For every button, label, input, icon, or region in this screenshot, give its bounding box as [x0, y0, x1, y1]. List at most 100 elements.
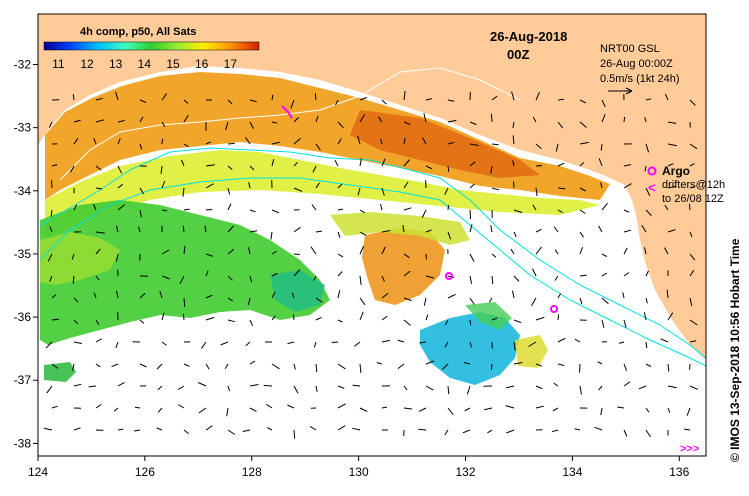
- current-vector: [227, 248, 235, 255]
- current-vector: [227, 429, 236, 435]
- bathymetry-contour: [39, 147, 706, 359]
- current-vector: [293, 117, 299, 123]
- current-vector: [293, 137, 301, 145]
- current-vector: [51, 318, 60, 321]
- current-vector: [73, 383, 82, 387]
- current-vector: [248, 182, 251, 189]
- current-vector: [95, 404, 102, 409]
- plot-frame: [37, 13, 707, 457]
- current-vector: [579, 162, 585, 167]
- current-vector: [182, 187, 185, 197]
- current-vector: [249, 407, 257, 412]
- current-vector: [183, 363, 190, 367]
- argo-float: [550, 305, 558, 313]
- current-vector: [315, 230, 322, 233]
- current-vector: [271, 209, 280, 214]
- current-vector: [115, 341, 119, 349]
- current-vector: [139, 363, 147, 368]
- colorbar-tick-label: 17: [224, 57, 238, 71]
- current-vector: [249, 230, 258, 233]
- current-vector: [419, 341, 427, 344]
- current-vector: [116, 225, 119, 233]
- current-vector: [45, 341, 53, 349]
- current-vector: [557, 337, 566, 343]
- current-vector: [469, 143, 479, 146]
- current-vector: [359, 297, 366, 306]
- current-vector: [93, 292, 97, 299]
- current-vector: [491, 275, 494, 285]
- current-vector: [117, 428, 124, 431]
- current-vector: [513, 319, 522, 324]
- current-vector: [271, 315, 276, 321]
- current-vector: [377, 116, 383, 123]
- current-vector: [183, 114, 189, 123]
- current-vector: [337, 319, 343, 323]
- current-vector: [664, 247, 669, 255]
- current-vector: [623, 247, 628, 255]
- current-vector: [271, 94, 274, 101]
- current-vector: [139, 143, 143, 150]
- current-vector: [266, 403, 273, 409]
- current-vector: [115, 91, 119, 101]
- current-vector: [623, 429, 628, 437]
- current-vector: [554, 249, 559, 255]
- current-vector: [510, 248, 515, 255]
- current-vector: [689, 231, 693, 238]
- current-vector: [205, 253, 214, 257]
- current-vector: [403, 253, 410, 259]
- argo-float: [445, 272, 453, 280]
- current-vector: [425, 314, 429, 321]
- current-vector: [93, 137, 97, 145]
- current-vector: [157, 385, 163, 391]
- current-vector: [72, 94, 75, 101]
- current-vector: [352, 427, 361, 431]
- current-vector: [598, 385, 603, 391]
- current-vector: [47, 253, 53, 262]
- current-vector: [490, 225, 493, 233]
- current-vector: [600, 143, 603, 151]
- current-vector: [293, 363, 296, 370]
- current-vector: [177, 385, 185, 390]
- current-vector: [205, 316, 215, 321]
- drifter-label-1: drifters@12h: [662, 179, 725, 191]
- current-vector: [667, 121, 677, 124]
- current-vector: [667, 143, 677, 147]
- x-tick-label: 124: [28, 465, 48, 479]
- current-vector: [249, 360, 256, 365]
- current-vector: [315, 363, 318, 372]
- current-vector: [249, 121, 254, 129]
- current-vector: [579, 187, 587, 192]
- current-vector: [667, 363, 670, 372]
- current-vector: [287, 404, 295, 409]
- current-vector: [183, 99, 189, 104]
- current-vector: [337, 183, 343, 189]
- current-vector: [645, 98, 652, 101]
- current-vector: [381, 275, 385, 282]
- current-vector: [466, 385, 471, 395]
- colorbar-tick-label: 13: [109, 57, 123, 71]
- imos-credit: © IMOS 13-Sep-2018 10:56 Hobart Time: [728, 238, 742, 462]
- current-vector: [88, 385, 97, 388]
- current-vector: [315, 297, 323, 303]
- current-vector: [397, 363, 405, 369]
- current-vector: [645, 270, 649, 277]
- current-vector: [95, 248, 101, 255]
- current-vector: [557, 293, 562, 299]
- current-vector: [491, 317, 498, 321]
- current-vector: [271, 272, 278, 277]
- current-vector: [73, 204, 78, 211]
- current-vector: [447, 119, 457, 123]
- current-vector: [484, 407, 493, 411]
- current-vector: [291, 292, 295, 299]
- current-vector: [245, 137, 251, 145]
- current-vector: [535, 187, 538, 196]
- current-vector: [689, 163, 695, 167]
- current-vector: [532, 204, 537, 211]
- current-vector: [182, 313, 185, 321]
- current-vector: [469, 224, 473, 233]
- current-vector: [557, 314, 560, 321]
- current-vector: [447, 293, 456, 299]
- current-vector: [249, 99, 257, 103]
- current-vector: [249, 275, 253, 283]
- current-vector: [270, 231, 273, 240]
